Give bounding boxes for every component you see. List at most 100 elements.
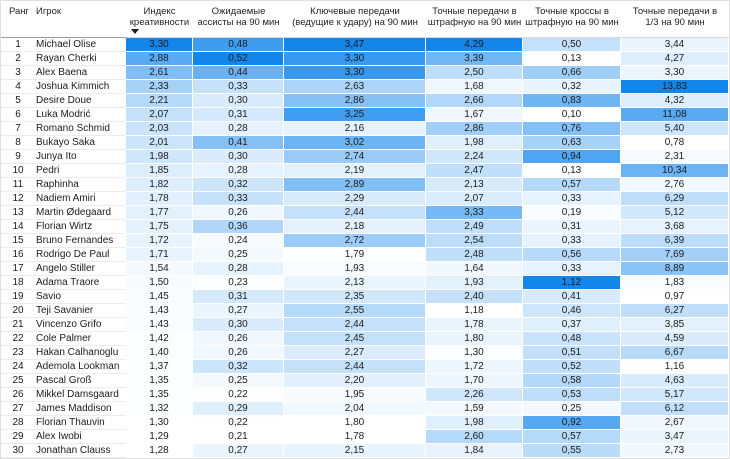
cell-accurate_passes_final_third_per90: 3,47 <box>621 430 729 444</box>
cell-rank: 5 <box>1 94 35 108</box>
cell-accurate_passes_box_per90: 2,48 <box>426 248 523 262</box>
table-row[interactable]: 15 Bruno Fernandes 1,72 0,24 2,72 2,54 0,33 6,3… <box>1 234 729 248</box>
cell-accurate_passes_final_third_per90: 4,32 <box>621 94 729 108</box>
column-header-accurate_crosses_box_per90[interactable]: Точные кроссы в штрафную на 90 мин <box>523 1 621 38</box>
cell-creativity_index: 1,40 <box>126 346 193 360</box>
table-row[interactable]: 25 Pascal Groß 1,35 0,25 2,20 1,70 0,58 4,63 <box>1 374 729 388</box>
cell-accurate_crosses_box_per90: 0,25 <box>523 402 621 416</box>
table-row[interactable]: 4 Joshua Kimmich 2,33 0,33 2,63 1,68 0,32 13,83 <box>1 80 729 94</box>
table-row[interactable]: 2 Rayan Cherki 2,88 0,52 3,30 3,39 0,13 4,27 <box>1 52 729 66</box>
table-row[interactable]: 29 Alex Iwobi 1,29 0,21 1,78 2,60 0,57 3,47 <box>1 430 729 444</box>
cell-player: Jonathan Clauss <box>35 444 126 458</box>
cell-expected_assists_per90: 0,41 <box>193 136 284 150</box>
cell-key_passes_per90: 3,30 <box>284 52 426 66</box>
column-header-expected_assists_per90[interactable]: Ожидаемые ассисты на 90 мин <box>193 1 284 38</box>
cell-expected_assists_per90: 0,22 <box>193 416 284 430</box>
cell-creativity_index: 1,30 <box>126 416 193 430</box>
cell-key_passes_per90: 2,89 <box>284 178 426 192</box>
cell-accurate_passes_final_third_per90: 2,67 <box>621 416 729 430</box>
table-row[interactable]: 30 Jonathan Clauss 1,28 0,27 2,15 1,84 0,55 2,7… <box>1 444 729 458</box>
table-row[interactable]: 10 Pedri 1,85 0,28 2,19 2,47 0,13 10,34 <box>1 164 729 178</box>
cell-accurate_passes_box_per90: 1,80 <box>426 332 523 346</box>
cell-key_passes_per90: 1,93 <box>284 262 426 276</box>
column-header-rank[interactable]: Ранг <box>1 1 35 38</box>
cell-rank: 22 <box>1 332 35 346</box>
cell-rank: 1 <box>1 38 35 52</box>
cell-creativity_index: 1,32 <box>126 402 193 416</box>
cell-rank: 21 <box>1 318 35 332</box>
table-row[interactable]: 7 Romano Schmid 2,03 0,28 2,16 2,86 0,76 5,40 <box>1 122 729 136</box>
cell-accurate_crosses_box_per90: 0,19 <box>523 206 621 220</box>
cell-accurate_passes_box_per90: 1,98 <box>426 416 523 430</box>
cell-accurate_passes_box_per90: 1,64 <box>426 262 523 276</box>
cell-rank: 7 <box>1 122 35 136</box>
cell-key_passes_per90: 2,18 <box>284 220 426 234</box>
table-row[interactable]: 6 Luka Modrić 2,07 0,31 3,25 1,67 0,10 11,08 <box>1 108 729 122</box>
cell-rank: 9 <box>1 150 35 164</box>
cell-creativity_index: 3,30 <box>126 38 193 52</box>
table-row[interactable]: 22 Cole Palmer 1,42 0,26 2,45 1,80 0,48 4,59 <box>1 332 729 346</box>
column-header-accurate_passes_final_third_per90[interactable]: Точные передачи в 1/3 на 90 мин <box>621 1 729 38</box>
cell-rank: 6 <box>1 108 35 122</box>
table-row[interactable]: 5 Desire Doue 2,21 0,30 2,86 2,66 0,83 4,32 <box>1 94 729 108</box>
cell-rank: 3 <box>1 66 35 80</box>
cell-accurate_crosses_box_per90: 0,94 <box>523 150 621 164</box>
cell-expected_assists_per90: 0,52 <box>193 52 284 66</box>
table-row[interactable]: 24 Ademola Lookman 1,37 0,32 2,44 1,72 0,52 1,1… <box>1 360 729 374</box>
cell-accurate_passes_box_per90: 2,66 <box>426 94 523 108</box>
table-row[interactable]: 28 Florian Thauvin 1,30 0,22 1,80 1,98 0,92 2,6… <box>1 416 729 430</box>
cell-rank: 27 <box>1 402 35 416</box>
table-row[interactable]: 17 Angelo Stiller 1,54 0,28 1,93 1,64 0,33 8,89 <box>1 262 729 276</box>
cell-player: Teji Savanier <box>35 304 126 318</box>
cell-creativity_index: 2,03 <box>126 122 193 136</box>
table-row[interactable]: 27 James Maddison 1,32 0,29 2,04 1,59 0,25 6,12 <box>1 402 729 416</box>
table-row[interactable]: 20 Teji Savanier 1,43 0,27 2,55 1,18 0,46 6,27 <box>1 304 729 318</box>
cell-accurate_passes_box_per90: 2,07 <box>426 192 523 206</box>
cell-key_passes_per90: 3,47 <box>284 38 426 52</box>
cell-accurate_crosses_box_per90: 0,48 <box>523 332 621 346</box>
table-row[interactable]: 26 Mikkel Damsgaard 1,35 0,22 1,95 2,26 0,53 5,… <box>1 388 729 402</box>
table-row[interactable]: 3 Alex Baena 2,61 0,44 3,30 2,50 0,66 3,30 <box>1 66 729 80</box>
cell-creativity_index: 1,54 <box>126 262 193 276</box>
column-header-creativity_index[interactable]: Индекс креативности <box>126 1 193 38</box>
cell-accurate_crosses_box_per90: 0,83 <box>523 94 621 108</box>
table-row[interactable]: 21 Vincenzo Grifo 1,43 0,30 2,44 1,78 0,37 3,85 <box>1 318 729 332</box>
cell-creativity_index: 1,29 <box>126 430 193 444</box>
cell-accurate_passes_box_per90: 2,86 <box>426 122 523 136</box>
table-row[interactable]: 8 Bukayo Saka 2,01 0,41 3,02 1,98 0,63 0,78 <box>1 136 729 150</box>
cell-accurate_crosses_box_per90: 0,33 <box>523 262 621 276</box>
cell-expected_assists_per90: 0,29 <box>193 402 284 416</box>
cell-player: Bukayo Saka <box>35 136 126 150</box>
table-row[interactable]: 19 Savio 1,45 0,31 2,35 2,40 0,41 0,97 <box>1 290 729 304</box>
cell-accurate_passes_box_per90: 1,70 <box>426 374 523 388</box>
table-row[interactable]: 12 Nadiem Amiri 1,78 0,33 2,29 2,07 0,33 6,29 <box>1 192 729 206</box>
table-row[interactable]: 11 Raphinha 1,82 0,32 2,89 2,13 0,57 2,76 <box>1 178 729 192</box>
table-row[interactable]: 14 Florian Wirtz 1,75 0,36 2,18 2,49 0,31 3,68 <box>1 220 729 234</box>
column-header-key_passes_per90[interactable]: Ключевые передачи (ведущие к удару) на 9… <box>284 1 426 38</box>
column-header-accurate_passes_box_per90[interactable]: Точные передачи в штрафную на 90 мин <box>426 1 523 38</box>
cell-accurate_passes_box_per90: 2,49 <box>426 220 523 234</box>
table-row[interactable]: 1 Michael Olise 3,30 0,48 3,47 4,29 0,50 3,44 <box>1 38 729 52</box>
cell-player: Luka Modrić <box>35 108 126 122</box>
cell-expected_assists_per90: 0,31 <box>193 108 284 122</box>
cell-player: Cole Palmer <box>35 332 126 346</box>
table-row[interactable]: 13 Martin Ødegaard 1,77 0,26 2,44 3,33 0,19 5,1… <box>1 206 729 220</box>
cell-accurate_passes_final_third_per90: 3,30 <box>621 66 729 80</box>
cell-accurate_passes_final_third_per90: 5,17 <box>621 388 729 402</box>
cell-player: James Maddison <box>35 402 126 416</box>
cell-key_passes_per90: 2,16 <box>284 122 426 136</box>
cell-rank: 19 <box>1 290 35 304</box>
cell-accurate_passes_final_third_per90: 10,34 <box>621 164 729 178</box>
table-row[interactable]: 16 Rodrigo De Paul 1,71 0,25 1,79 2,48 0,56 7,6… <box>1 248 729 262</box>
cell-expected_assists_per90: 0,31 <box>193 290 284 304</box>
table-row[interactable]: 23 Hakan Calhanoglu 1,40 0,26 2,27 1,30 0,51 6,… <box>1 346 729 360</box>
table-row[interactable]: 18 Adama Traore 1,50 0,23 2,13 1,93 1,12 1,83 <box>1 276 729 290</box>
cell-accurate_crosses_box_per90: 0,33 <box>523 234 621 248</box>
column-header-player[interactable]: Игрок <box>35 1 126 38</box>
cell-expected_assists_per90: 0,28 <box>193 164 284 178</box>
cell-accurate_passes_box_per90: 3,33 <box>426 206 523 220</box>
cell-accurate_passes_box_per90: 3,39 <box>426 52 523 66</box>
cell-accurate_passes_box_per90: 2,54 <box>426 234 523 248</box>
table-row[interactable]: 9 Junya Ito 1,98 0,30 2,74 2,24 0,94 2,31 <box>1 150 729 164</box>
cell-key_passes_per90: 1,95 <box>284 388 426 402</box>
